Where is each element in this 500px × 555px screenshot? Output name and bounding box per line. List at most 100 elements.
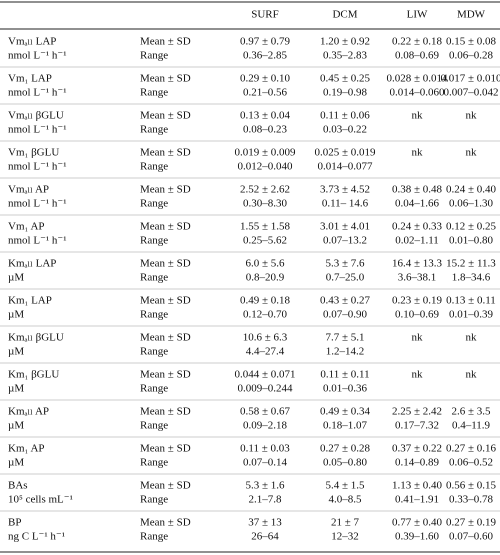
stat-label: Mean ± SD — [140, 369, 191, 381]
stat-label: Mean ± SD — [140, 147, 191, 159]
range-value: 1.8–34.6 — [452, 272, 491, 284]
stat-label: Range — [140, 272, 168, 284]
stat-label: Range — [140, 161, 168, 173]
mean-value: 7.7 ± 5.1 — [325, 332, 364, 344]
parameter: Km₁ LAP — [8, 295, 52, 307]
parameter: Vm₁ LAP — [8, 73, 52, 85]
stat-label: Range — [140, 457, 168, 469]
stat-label: Range — [140, 50, 168, 62]
mean-value: 3.73 ± 4.52 — [320, 184, 370, 196]
mean-value: 1.13 ± 0.40 — [392, 480, 443, 492]
range-value: 0.8–20.9 — [246, 272, 285, 284]
unit: nmol L⁻¹ h⁻¹ — [8, 198, 67, 210]
range-value: 0.02–1.11 — [395, 235, 439, 247]
unit: nmol L⁻¹ h⁻¹ — [8, 161, 67, 173]
parameter: Vmₐₗₗ βGLU — [8, 110, 64, 122]
mean-value: nk — [466, 110, 478, 122]
mean-value: 0.43 ± 0.27 — [320, 295, 371, 307]
parameter: Kmₐₗₗ LAP — [8, 258, 56, 270]
mean-value: 0.37 ± 0.22 — [392, 443, 442, 455]
unit: 10⁵ cells mL⁻¹ — [8, 494, 73, 506]
range-value: 0.014–0.060 — [390, 87, 446, 99]
range-value: 0.35–2.83 — [323, 50, 368, 62]
mean-value: 0.11 ± 0.11 — [320, 369, 369, 381]
parameter: Km₁ AP — [8, 443, 45, 455]
mean-value: 5.3 ± 7.6 — [325, 258, 365, 270]
stat-label: Mean ± SD — [140, 73, 191, 85]
stat-label: Mean ± SD — [140, 517, 191, 529]
mean-value: nk — [412, 332, 424, 344]
mean-value: nk — [466, 369, 478, 381]
mean-value: 16.4 ± 13.3 — [392, 258, 443, 270]
mean-value: 15.2 ± 11.3 — [446, 258, 496, 270]
range-value: 4.0–8.5 — [329, 494, 363, 506]
mean-value: 0.13 ± 0.04 — [240, 110, 291, 122]
range-value: 0.19–0.98 — [323, 87, 368, 99]
mean-value: 0.27 ± 0.28 — [320, 443, 371, 455]
mean-value: 0.22 ± 0.18 — [392, 36, 443, 48]
range-value: 0.12–0.70 — [243, 309, 288, 321]
mean-value: 0.13 ± 0.11 — [446, 295, 496, 307]
stat-label: Range — [140, 124, 168, 136]
mean-value: 0.38 ± 0.48 — [392, 184, 443, 196]
parameter: Kmₐₗₗ AP — [8, 406, 49, 418]
range-value: 0.41–1.91 — [395, 494, 439, 506]
stat-label: Range — [140, 494, 168, 506]
stat-label: Mean ± SD — [140, 184, 191, 196]
stat-label: Mean ± SD — [140, 443, 191, 455]
stat-label: Range — [140, 531, 168, 543]
range-value: 0.007–0.042 — [444, 87, 499, 99]
mean-value: 21 ± 7 — [331, 517, 360, 529]
range-value: 0.01–0.36 — [323, 383, 368, 395]
range-value: 0.39–1.60 — [395, 531, 440, 543]
range-value: 0.4–11.9 — [452, 420, 491, 432]
mean-value: 0.15 ± 0.08 — [446, 36, 497, 48]
unit: µM — [8, 420, 24, 432]
mean-value: 0.97 ± 0.79 — [240, 36, 291, 48]
stat-label: Mean ± SD — [140, 406, 191, 418]
column-header: SURF — [251, 9, 279, 21]
mean-value: nk — [412, 147, 424, 159]
range-value: 0.11– 14.6 — [322, 198, 369, 210]
parameter: Kmₐₗₗ βGLU — [8, 332, 64, 344]
range-value: 0.04–1.66 — [395, 198, 440, 210]
mean-value: 0.23 ± 0.19 — [392, 295, 443, 307]
range-value: 0.10–0.69 — [395, 309, 440, 321]
unit: ng C L⁻¹ h⁻¹ — [8, 531, 65, 543]
stat-label: Range — [140, 309, 168, 321]
mean-value: nk — [466, 332, 478, 344]
stat-label: Mean ± SD — [140, 295, 191, 307]
range-value: 0.14–0.89 — [395, 457, 440, 469]
mean-value: 0.11 ± 0.06 — [320, 110, 370, 122]
range-value: 0.17–7.32 — [395, 420, 439, 432]
mean-value: 0.58 ± 0.67 — [240, 406, 291, 418]
mean-value: 37 ± 13 — [248, 517, 282, 529]
stat-label: Range — [140, 87, 168, 99]
range-value: 12–32 — [331, 531, 359, 543]
column-header: DCM — [332, 9, 357, 21]
mean-value: 0.29 ± 0.10 — [240, 73, 291, 85]
mean-value: 0.27 ± 0.16 — [446, 443, 497, 455]
range-value: 0.05–0.80 — [323, 457, 368, 469]
mean-value: 3.01 ± 4.01 — [320, 221, 370, 233]
range-value: 0.01–0.39 — [449, 309, 494, 321]
parameter: Vmₐₗₗ LAP — [8, 36, 56, 48]
range-value: 0.36–2.85 — [243, 50, 288, 62]
range-value: 0.07–13.2 — [323, 235, 367, 247]
parameter: BAs — [8, 480, 28, 492]
range-value: 0.08–0.23 — [243, 124, 288, 136]
stat-label: Range — [140, 383, 168, 395]
range-value: 0.30–8.30 — [243, 198, 288, 210]
range-value: 0.06–1.30 — [449, 198, 494, 210]
range-value: 0.06–0.52 — [449, 457, 493, 469]
range-value: 0.01–0.80 — [449, 235, 494, 247]
mean-value: 2.6 ± 3.5 — [451, 406, 491, 418]
range-value: 0.07–0.90 — [323, 309, 368, 321]
stat-label: Mean ± SD — [140, 480, 191, 492]
mean-value: 6.0 ± 5.6 — [245, 258, 285, 270]
mean-value: 0.044 ± 0.071 — [234, 369, 295, 381]
mean-value: 0.025 ± 0.019 — [314, 147, 376, 159]
range-value: 0.014–0.077 — [318, 161, 374, 173]
